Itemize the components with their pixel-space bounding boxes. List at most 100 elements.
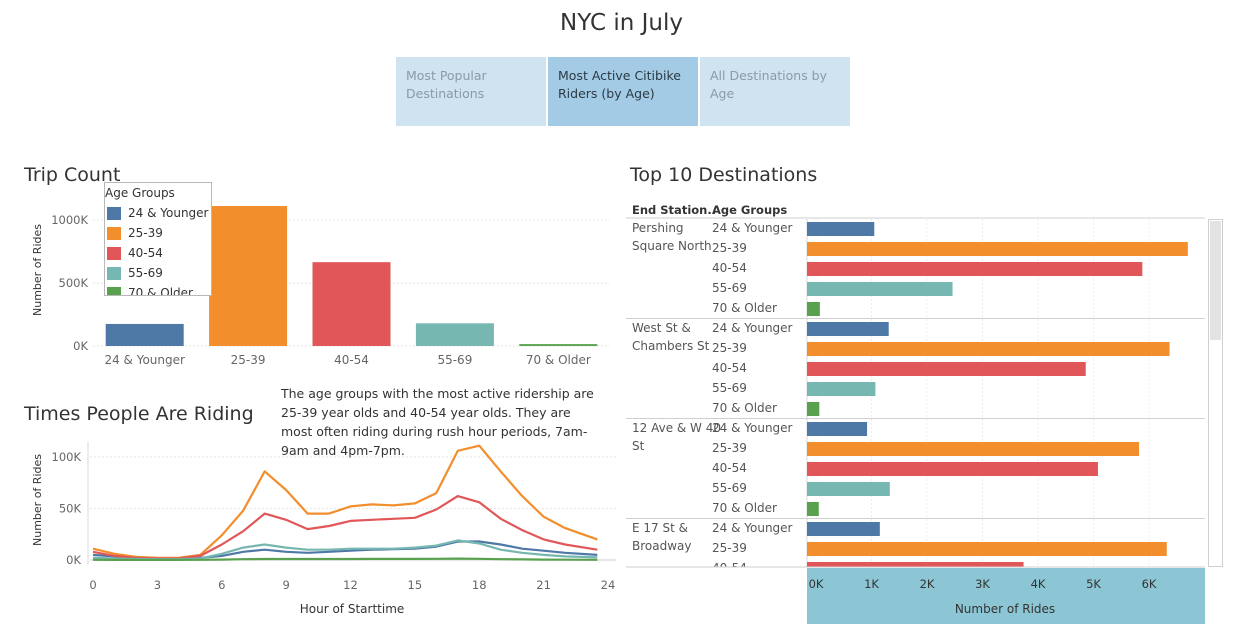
series-line <box>92 539 598 561</box>
x-tick-label: 18 <box>472 578 487 592</box>
y-tick-label: 50K <box>59 502 82 516</box>
tab-most-popular-destinations[interactable]: Most Popular Destinations <box>396 57 546 126</box>
x-tick-label: 6K <box>1142 577 1157 591</box>
trip-count-chart: 0K 500K 1000K Number of Rides 24 & Younger 25… <box>31 206 610 367</box>
age-group-label: 55-69 <box>712 581 747 595</box>
x-tick-label: 21 <box>536 578 551 592</box>
x-tick-label: 24 <box>601 578 616 592</box>
top-destinations-title: Top 10 Destinations <box>630 164 818 186</box>
bar <box>209 206 288 346</box>
x-tick-label: 15 <box>408 578 423 592</box>
x-tick-label: 3K <box>975 577 990 591</box>
legend-item[interactable]: 55-69 <box>105 263 211 283</box>
y-tick-label: 100K <box>52 450 82 464</box>
x-tick-label: 0 <box>89 578 96 592</box>
page-title: NYC in July <box>559 10 683 36</box>
y-tick-label: 0K <box>73 339 88 353</box>
y-tick-label: 1000K <box>51 213 88 227</box>
legend-item[interactable]: 40-54 <box>105 243 211 263</box>
legend-swatch <box>107 246 121 260</box>
x-tick-label: 70 & Older <box>526 353 591 367</box>
legend-item[interactable]: 70 & Older <box>105 283 211 296</box>
legend-swatch <box>107 266 121 280</box>
tab-most-active-riders[interactable]: Most Active Citibike Riders (by Age) <box>548 57 698 126</box>
station-name: St <box>632 439 645 453</box>
bar <box>807 322 889 336</box>
col-header-age: Age Groups <box>712 203 787 217</box>
age-group-label: 55-69 <box>712 381 747 395</box>
x-tick-label: 55-69 <box>437 353 472 367</box>
age-group-label: 40-54 <box>712 461 747 475</box>
bar <box>807 522 880 536</box>
y-tick-label: 0K <box>66 553 81 567</box>
station-name: Square North <box>632 239 712 253</box>
scroll-thumb[interactable] <box>1210 221 1221 340</box>
y-axis-label: Number of Rides <box>31 454 44 546</box>
legend-label: 55-69 <box>128 266 163 280</box>
x-tick-label: 6 <box>218 578 225 592</box>
x-tick-label: 24 & Younger <box>104 353 185 367</box>
legend-label: 70 & Older <box>128 286 193 296</box>
x-tick-label: 25-39 <box>231 353 266 367</box>
destinations-scrollbar[interactable] <box>1208 219 1223 567</box>
station-name: 12 Ave & W 40 <box>632 421 721 435</box>
legend-swatch <box>107 206 121 220</box>
x-tick-label: 12 <box>343 578 358 592</box>
bar <box>807 362 1086 376</box>
bar <box>105 323 184 346</box>
bar <box>807 222 875 236</box>
x-tick-label: 0K <box>809 577 824 591</box>
bar <box>807 482 890 496</box>
age-group-label: 24 & Younger <box>712 321 793 335</box>
legend-item[interactable]: 24 & Younger <box>105 203 211 223</box>
x-tick-label: 9 <box>282 578 289 592</box>
x-axis-label: Hour of Starttime <box>300 602 405 616</box>
x-tick-label: 4K <box>1031 577 1046 591</box>
times-riding-title: Times People Are Riding <box>24 403 254 425</box>
tab-all-destinations-by-age[interactable]: All Destinations by Age <box>700 57 850 126</box>
bar <box>807 282 953 296</box>
top-destinations-chart: End Station..Age Groups Pershing Square No… <box>626 203 1205 624</box>
station-name: Pershing <box>632 221 684 235</box>
bar <box>807 502 819 516</box>
y-tick-label: 500K <box>59 276 89 290</box>
age-group-label: 24 & Younger <box>712 221 793 235</box>
annotation-text: The age groups with the most active ride… <box>281 386 594 458</box>
x-tick-label: 3 <box>154 578 161 592</box>
series-line <box>92 444 598 560</box>
age-group-label: 55-69 <box>712 481 747 495</box>
legend-label: 25-39 <box>128 226 163 240</box>
x-tick-label: 2K <box>920 577 935 591</box>
bar <box>807 442 1140 456</box>
legend-label: 24 & Younger <box>128 206 209 220</box>
bar <box>807 382 876 396</box>
bar <box>519 344 598 346</box>
legend-swatch <box>107 226 121 240</box>
age-groups-legend[interactable]: Age Groups 24 & Younger 25-39 40-54 55-69 70… <box>104 182 212 296</box>
age-group-label: 25-39 <box>712 541 747 555</box>
age-group-label: 40-54 <box>712 561 747 575</box>
bar <box>807 262 1143 276</box>
times-riding-chart: 0K 50K 100K Number of Rides 0 3 6 9 12 15 18 21 24 Ho… <box>31 441 616 616</box>
y-axis-label: Number of Rides <box>31 224 44 316</box>
col-header-station: End Station.. <box>632 203 716 217</box>
trip-count-title: Trip Count <box>24 164 121 186</box>
age-group-label: 24 & Younger <box>712 521 793 535</box>
bar <box>807 422 868 436</box>
series-line <box>92 557 598 561</box>
age-group-label: 25-39 <box>712 241 747 255</box>
x-axis-band <box>807 568 1205 624</box>
age-group-label: 70 & Older <box>712 601 777 615</box>
bar <box>807 562 1024 567</box>
age-group-label: 70 & Older <box>712 501 777 515</box>
age-group-label: 70 & Older <box>712 401 777 415</box>
age-group-label: 25-39 <box>712 341 747 355</box>
legend-item[interactable]: 25-39 <box>105 223 211 243</box>
station-name: Chambers St <box>632 339 710 353</box>
age-group-label: 40-54 <box>712 261 747 275</box>
bar <box>807 542 1167 556</box>
bar <box>807 302 820 316</box>
bar <box>415 323 494 346</box>
x-tick-label: 1K <box>864 577 879 591</box>
